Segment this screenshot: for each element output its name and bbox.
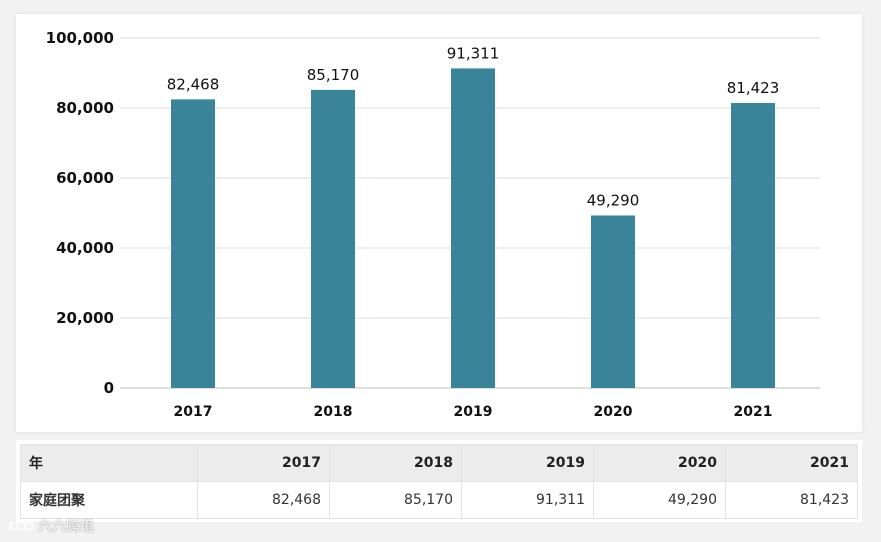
table-row: 家庭团聚 82,468 85,170 91,311 49,290 81,423	[20, 481, 858, 519]
y-tick-label: 80,000	[56, 99, 114, 117]
table-header-label: 年	[20, 444, 198, 482]
table-header-row: 年 2017 2018 2019 2020 2021	[20, 444, 858, 482]
data-label: 85,170	[307, 66, 360, 84]
data-label: 91,311	[447, 44, 500, 62]
table-cell: 85,170	[329, 481, 462, 519]
bar	[591, 215, 635, 388]
x-tick-label: 2020	[594, 404, 633, 420]
bar	[171, 99, 215, 388]
x-tick-label: 2021	[734, 404, 773, 420]
table-cell: 91,311	[461, 481, 594, 519]
x-tick-label: 2018	[314, 404, 353, 420]
bar	[451, 68, 495, 388]
table-header-year: 2018	[329, 444, 462, 482]
table-cell: 49,290	[593, 481, 726, 519]
chart-panel: 0 20,000 40,000 60,000 80,000 100,000 82,468 20…	[16, 14, 862, 432]
bar	[731, 103, 775, 388]
y-tick-label: 60,000	[56, 169, 114, 187]
y-tick-label: 20,000	[56, 309, 114, 327]
bar-chart: 0 20,000 40,000 60,000 80,000 100,000 82,468 20…	[46, 29, 820, 420]
table-cell: 81,423	[725, 481, 858, 519]
data-label: 81,423	[727, 79, 780, 97]
data-label: 82,468	[167, 75, 220, 93]
watermark: 六六跨境	[8, 516, 94, 536]
watermark-text: 六六跨境	[38, 519, 94, 535]
bar	[311, 89, 355, 388]
y-tick-label: 40,000	[56, 239, 114, 257]
table-cell: 82,468	[197, 481, 330, 519]
x-tick-label: 2017	[174, 404, 213, 420]
table-header-year: 2020	[593, 444, 726, 482]
data-label: 49,290	[587, 191, 640, 209]
table-row-label: 家庭团聚	[20, 481, 198, 519]
table-header-year: 2017	[197, 444, 330, 482]
data-table: 年 2017 2018 2019 2020 2021 家庭团聚 82,468 8…	[20, 444, 858, 519]
y-tick-label: 100,000	[46, 29, 114, 47]
x-tick-label: 2019	[454, 404, 493, 420]
watermark-logo-icon	[8, 519, 34, 533]
table-header-year: 2019	[461, 444, 594, 482]
data-table-panel: 年 2017 2018 2019 2020 2021 家庭团聚 82,468 8…	[16, 440, 862, 522]
table-header-year: 2021	[725, 444, 858, 482]
y-tick-label: 0	[104, 379, 114, 397]
